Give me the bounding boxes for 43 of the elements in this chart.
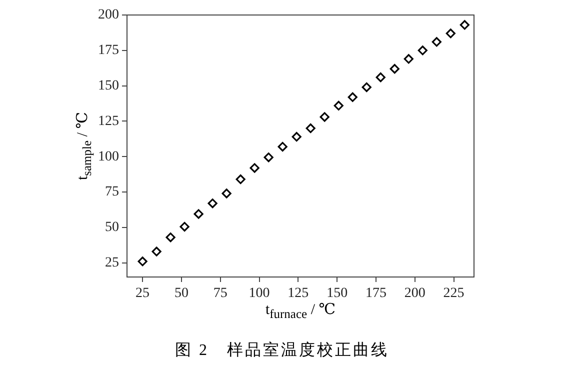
caption: 图 2 样品室温度校正曲线 bbox=[174, 340, 390, 361]
x-tick-label: 225 bbox=[443, 286, 464, 302]
y-tick-label: 50 bbox=[105, 220, 119, 236]
point bbox=[320, 112, 330, 122]
point bbox=[460, 20, 470, 30]
y-tick-label: 100 bbox=[98, 149, 119, 164]
x-tick-label: 175 bbox=[365, 286, 386, 302]
point bbox=[404, 54, 414, 64]
point bbox=[180, 222, 190, 232]
point bbox=[222, 188, 232, 198]
y-tick-label: 25 bbox=[105, 256, 119, 271]
point bbox=[348, 92, 358, 102]
point bbox=[278, 142, 288, 152]
point bbox=[264, 152, 274, 162]
y-tick-label: 150 bbox=[98, 78, 119, 94]
point bbox=[390, 64, 400, 74]
point bbox=[250, 163, 260, 173]
point bbox=[166, 232, 176, 242]
point bbox=[194, 209, 204, 219]
x-tick-label: 150 bbox=[326, 286, 348, 302]
x-tick-label: 50 bbox=[174, 286, 188, 302]
point bbox=[446, 28, 456, 38]
point bbox=[418, 46, 428, 56]
point bbox=[432, 37, 442, 47]
point bbox=[138, 256, 148, 266]
x-axis-title: t$_{furnace}$ / ℃ bbox=[264, 301, 337, 322]
point bbox=[152, 246, 162, 256]
x-tick-label: 125 bbox=[288, 286, 309, 302]
x-tick-label: 25 bbox=[136, 286, 150, 302]
point bbox=[236, 174, 246, 184]
point bbox=[362, 82, 372, 92]
y-tick-label: 75 bbox=[105, 184, 119, 200]
x-tick-label: 200 bbox=[404, 286, 426, 302]
y-tick-label: 125 bbox=[98, 114, 119, 129]
point bbox=[292, 132, 302, 142]
point bbox=[208, 198, 218, 208]
y-tick-label: 175 bbox=[98, 43, 119, 58]
point bbox=[306, 124, 316, 134]
y-tick-label: 200 bbox=[98, 8, 119, 23]
x-tick-label: 100 bbox=[248, 286, 270, 302]
point bbox=[376, 72, 386, 82]
x-tick-label: 75 bbox=[213, 286, 228, 302]
point bbox=[334, 100, 344, 110]
